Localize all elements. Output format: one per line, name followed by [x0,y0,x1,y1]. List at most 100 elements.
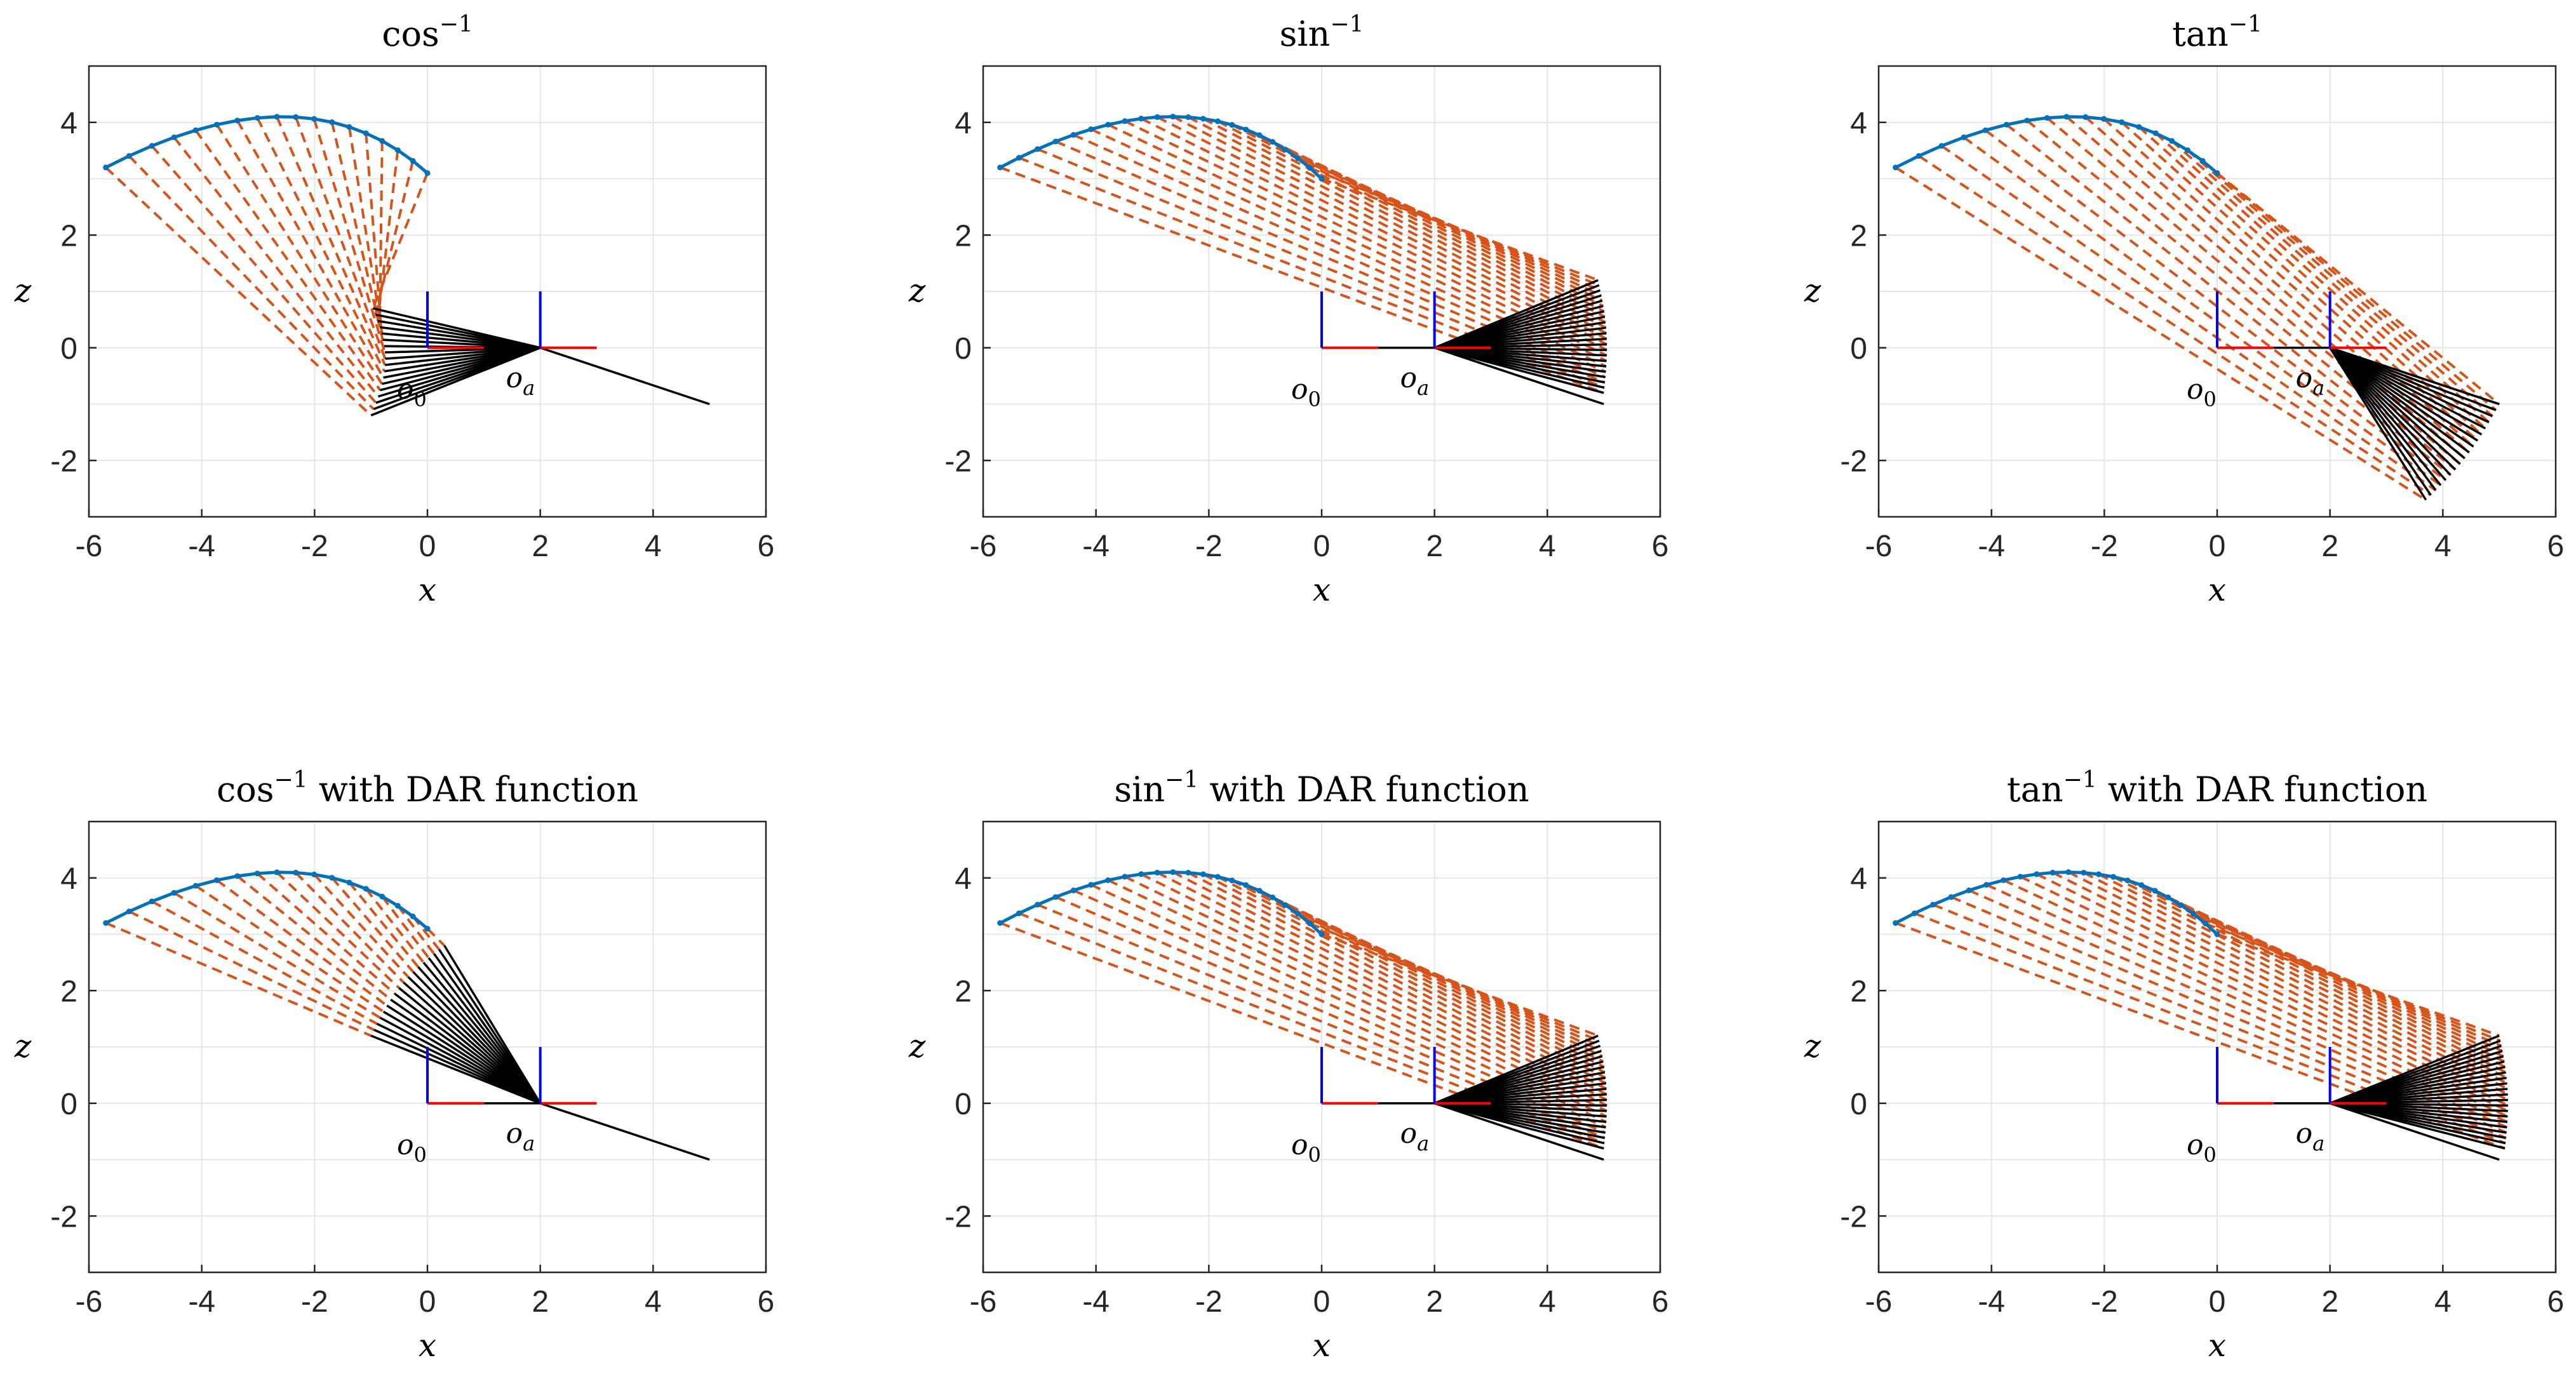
z-tick-label: 4 [955,107,972,140]
title-superscript: −1 [274,767,307,793]
x-tick-label: 0 [1313,1285,1331,1319]
x-tick-label: -4 [188,1285,215,1319]
upper-link [1297,912,1601,1048]
origin-label-main: o [397,1129,414,1161]
trajectory-line [105,115,429,175]
z-tick-label: 4 [60,107,77,140]
lower-link [2329,347,2461,465]
lower-link-series [2330,1034,2508,1150]
anchor-label-main: o [2296,1117,2313,1150]
x-tick-label: -6 [76,530,103,563]
upper-link [1090,128,1607,368]
z-axis-label: z [908,272,926,309]
origin-label-sub: 0 [2204,387,2217,411]
trajectory-point [1983,882,1990,888]
x-tick-label: 0 [1313,530,1331,563]
trajectory-point [103,920,109,926]
upper-link [1090,883,1607,1123]
upper-link [276,871,400,989]
origin-label-sub: 0 [1308,387,1321,411]
origin-label-main: o [1291,373,1308,406]
trajectory-point [1282,902,1289,908]
trajectory-point [274,114,280,120]
x-tick-label: -6 [970,530,997,563]
trajectory-point [1214,118,1221,124]
x-tick-label: 2 [1426,530,1443,563]
anchor-label-sub: a [1417,376,1429,400]
anchor-label-sub: a [1417,1131,1429,1156]
upper-link [1962,136,2442,487]
upper-link [348,881,420,968]
upper-link [295,872,405,983]
trajectory-point [2065,869,2072,876]
x-tick-label: -4 [1978,530,2005,563]
z-tick-label: 0 [60,1088,77,1121]
lower-link [2329,347,2474,448]
x-tick-label: -6 [1865,530,1893,563]
trajectory-point [379,138,386,144]
lower-link [2329,347,2442,486]
trajectory-point [2124,877,2131,884]
z-tick-label: -2 [1840,444,1867,478]
origin-label-main: o [2187,373,2204,406]
x-tick-label: -2 [1195,530,1223,563]
lower-link [372,307,541,349]
trajectory-point [1229,122,1235,128]
trajectory-point [2178,902,2184,908]
upper-link [331,877,415,973]
trajectory-point [171,890,177,896]
lower-link [398,987,541,1105]
trajectory-point [329,119,335,125]
trajectory-point [1270,138,1276,145]
title-superscript: −1 [1165,767,1198,793]
upper-link [1036,148,1606,384]
z-axis-label: z [1804,1028,1821,1065]
upper-link [1187,116,1607,335]
trajectory-point [410,913,416,919]
title-suffix: with DAR function [2097,770,2427,810]
upper-link [2201,159,2497,411]
lower-link [2329,347,2432,496]
upper-link [1172,115,1607,340]
trajectory-point [2110,874,2116,880]
z-tick-label: 2 [1850,975,1867,1008]
lower-link [412,971,541,1104]
upper-link [2121,121,2479,442]
upper-link [256,872,396,995]
anchor-label-main: o [506,1117,523,1150]
trajectory-point [363,886,369,892]
origin-label: o0 [2187,1129,2217,1167]
lower-link [2329,347,2490,423]
trajectory-point [2044,115,2050,121]
trajectory-line [1895,870,2218,936]
upper-link [173,137,379,397]
origin-label-main: o [1291,1129,1308,1161]
trajectory-point [1200,871,1206,877]
trajectory-point [346,124,352,130]
x-tick-label: 2 [532,530,549,563]
x-tick-label: -4 [1082,530,1110,563]
trajectory-point [1307,921,1313,927]
trajectory-point [1154,869,1160,876]
plot-content [1893,869,2509,1161]
trajectory-point [1893,164,1899,171]
x-tick-label: 4 [645,1285,662,1319]
anchor-label-main: o [1400,1117,1418,1150]
trajectory-point [171,134,177,140]
trajectory-point [424,170,431,177]
upper-link [1217,876,1606,1079]
origin-label: o0 [397,373,427,411]
trajectory-point [329,874,335,881]
upper-link [1984,129,2447,481]
trajectory-point [1938,143,1945,149]
upper-link [365,888,425,963]
reference-ray [1434,347,1604,406]
x-tick-label: 6 [1652,1285,1669,1319]
lower-link [407,976,541,1105]
upper-link [1940,145,2437,491]
subplot-title: tan−1 [2172,11,2262,54]
title-superscript: −1 [2229,11,2262,37]
trajectory-point [1088,126,1094,133]
trajectory-point [254,115,260,121]
